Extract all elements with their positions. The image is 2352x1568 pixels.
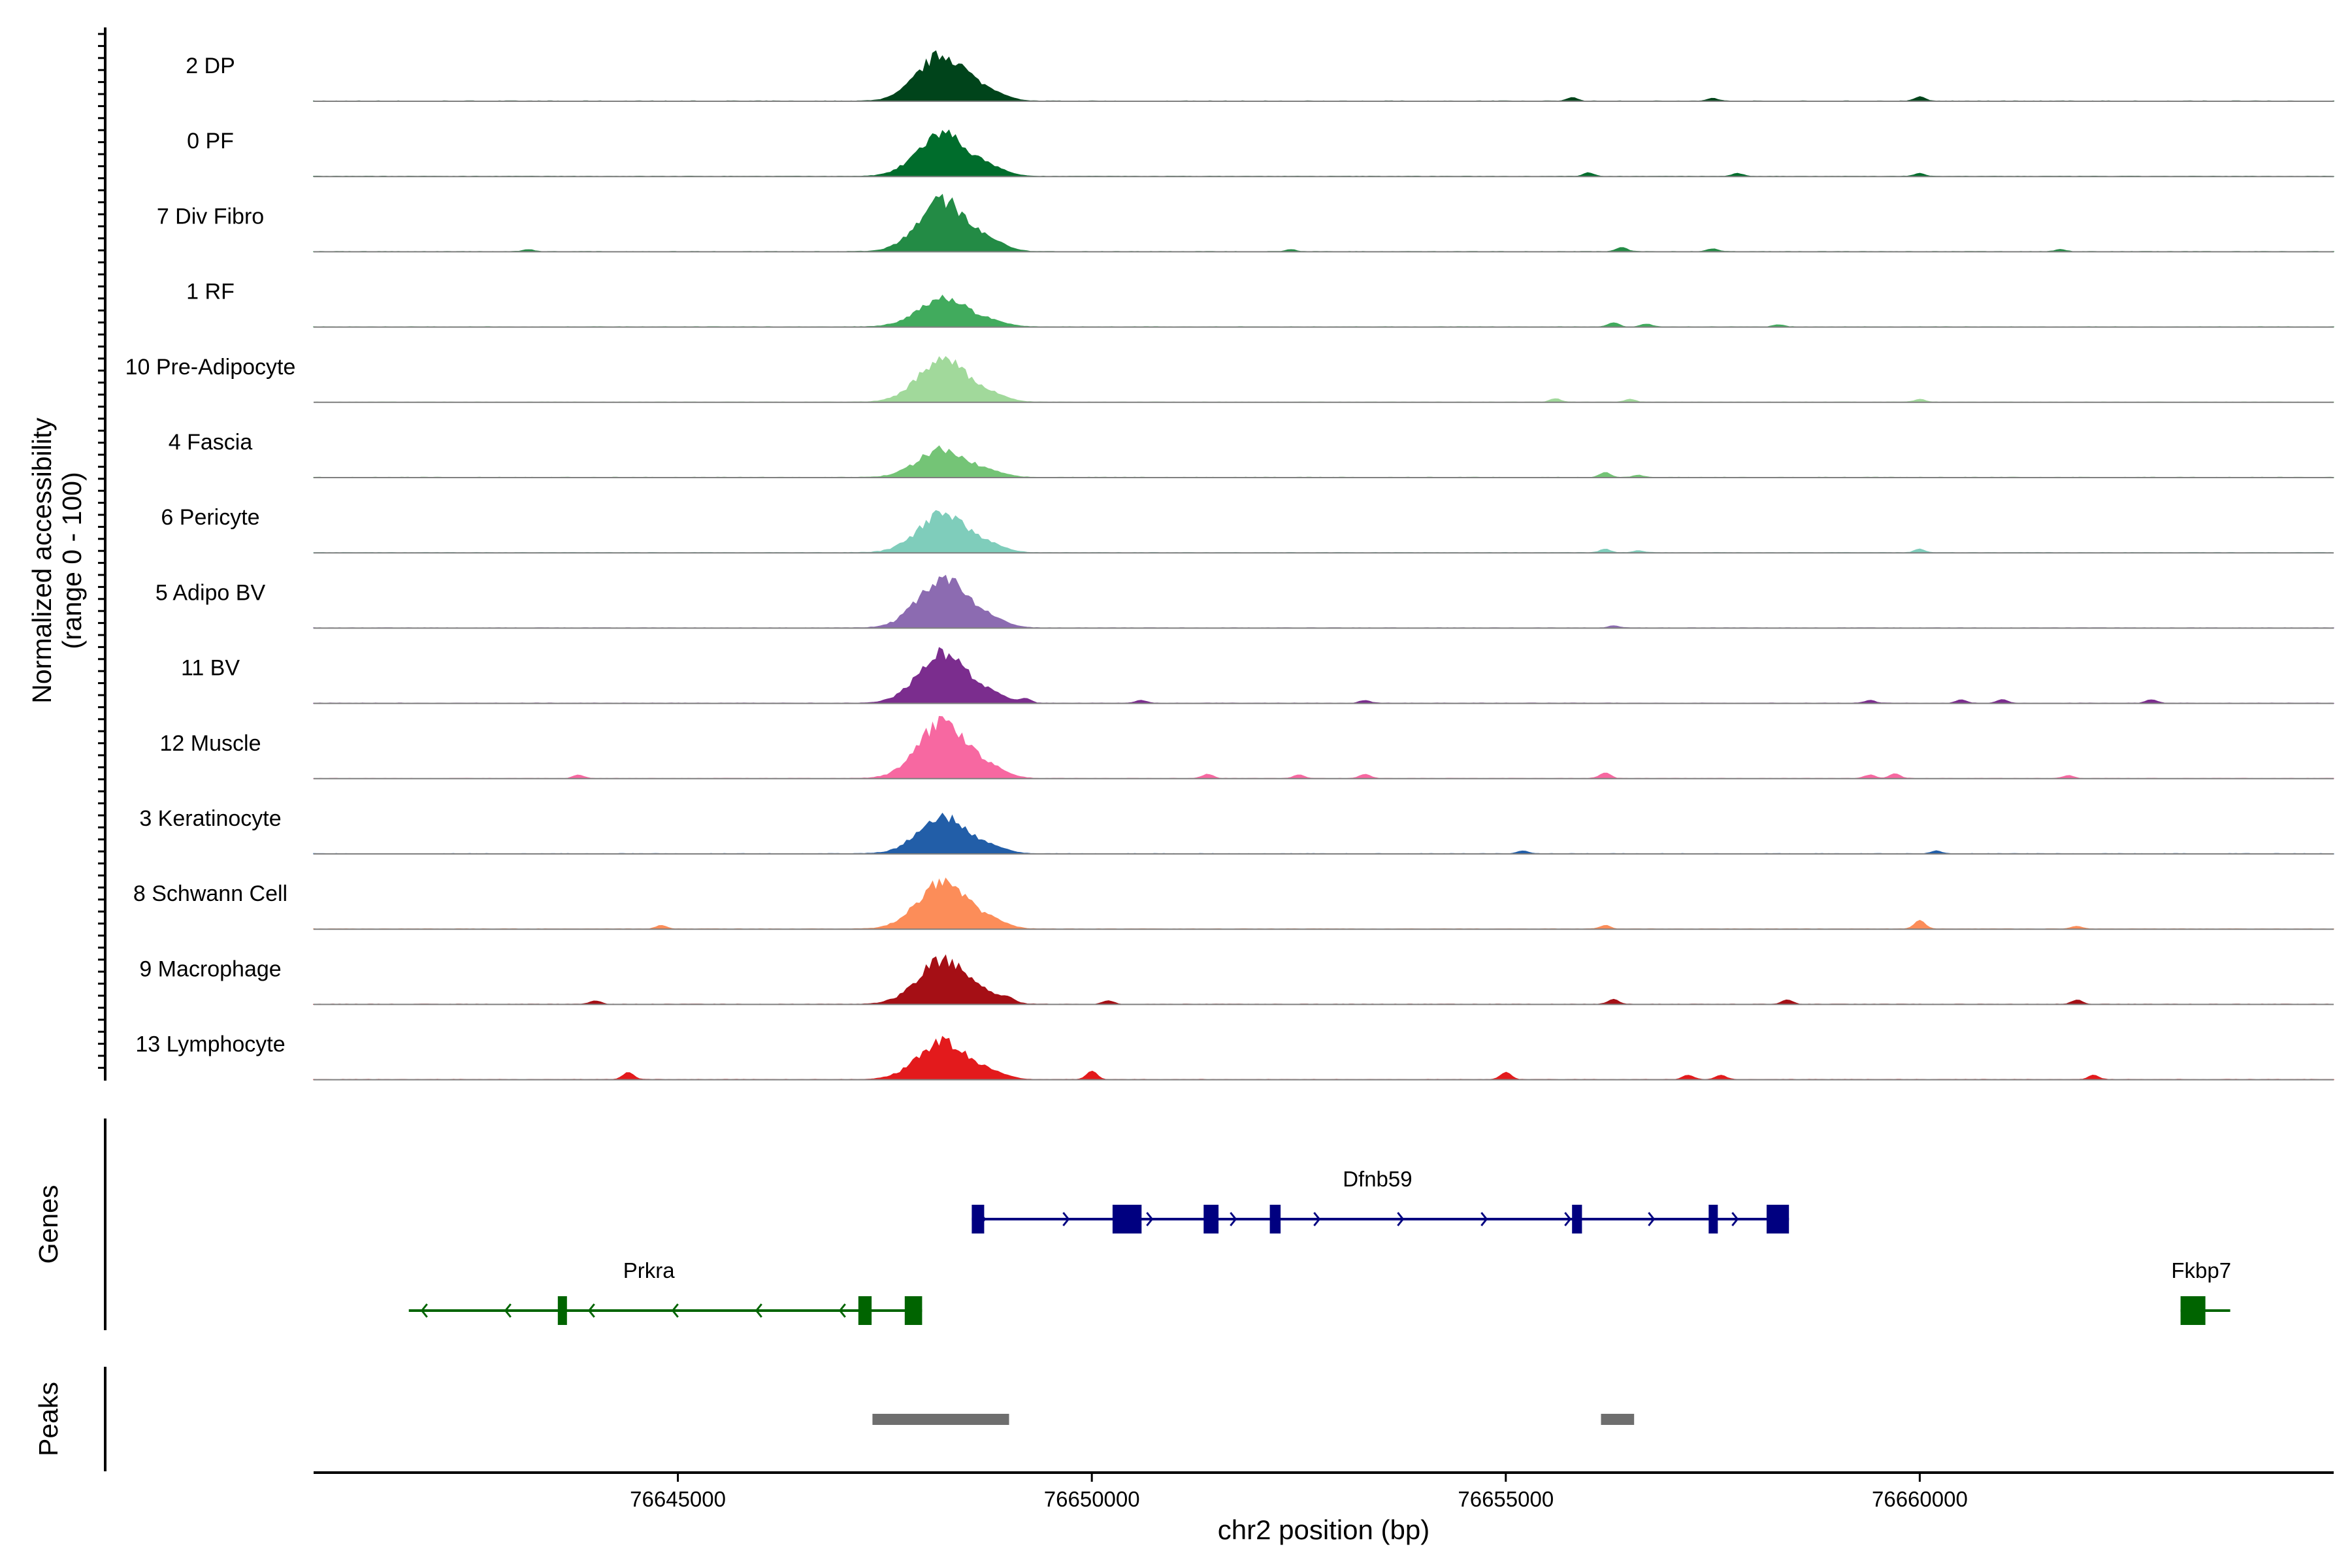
track-1-rf: 1 RF bbox=[186, 280, 2334, 328]
gene-exon bbox=[1269, 1205, 1281, 1233]
strand-arrow bbox=[1564, 1212, 1572, 1226]
track-label: 4 Fascia bbox=[169, 430, 253, 455]
gene-label: Fkbp7 bbox=[2171, 1258, 2231, 1282]
gene-annotation-panel: Dfnb59 Prkra Fkbp7 bbox=[408, 1167, 2231, 1325]
gene-label: Dfnb59 bbox=[1343, 1167, 1412, 1191]
gene-exon bbox=[557, 1296, 567, 1325]
track-label: 5 Adipo BV bbox=[155, 580, 266, 605]
track-coverage-area bbox=[313, 356, 2334, 403]
strand-arrow bbox=[1731, 1212, 1739, 1226]
strand-arrow bbox=[504, 1303, 512, 1318]
strand-arrow bbox=[587, 1303, 595, 1318]
track-label: 10 Pre-Adipocyte bbox=[125, 355, 296, 380]
x-tick-label: 76650000 bbox=[1044, 1487, 1140, 1511]
x-tick-label: 76655000 bbox=[1458, 1487, 1554, 1511]
track-coverage-area bbox=[313, 445, 2334, 478]
track-label: 8 Schwann Cell bbox=[133, 881, 287, 906]
track-coverage-area bbox=[313, 1036, 2334, 1081]
track-7-div-fibro: 7 Div Fibro bbox=[157, 193, 2334, 253]
track-coverage-area bbox=[313, 647, 2334, 704]
coverage-tracks: 2 DP 0 PF 7 Div Fibro 1 RF 10 Pre-Adipocyte 4… bbox=[125, 50, 2334, 1081]
track-0-pf: 0 PF bbox=[187, 129, 2334, 178]
gene-exon bbox=[904, 1296, 923, 1325]
gene-exon bbox=[858, 1296, 872, 1325]
track-9-macrophage: 9 Macrophage bbox=[139, 954, 2334, 1005]
gene-exon bbox=[1203, 1205, 1219, 1233]
track-2-dp: 2 DP bbox=[186, 50, 2334, 102]
x-tick-label: 76660000 bbox=[1872, 1487, 1968, 1511]
strand-arrow bbox=[1146, 1212, 1154, 1226]
gene-dfnb59: Dfnb59 bbox=[972, 1167, 1789, 1233]
peaks-panel bbox=[872, 1414, 1635, 1425]
strand-arrow bbox=[755, 1303, 762, 1318]
track-coverage-area bbox=[313, 50, 2334, 102]
track-12-muscle: 12 Muscle bbox=[160, 715, 2334, 779]
track-coverage-area bbox=[313, 715, 2334, 779]
track-label: 7 Div Fibro bbox=[157, 204, 264, 229]
track-4-fascia: 4 Fascia bbox=[169, 430, 2334, 478]
track-coverage-area bbox=[313, 954, 2334, 1005]
gene-prkra: Prkra bbox=[408, 1258, 923, 1325]
track-label: 11 BV bbox=[181, 656, 240, 681]
peak-region bbox=[1601, 1414, 1635, 1425]
track-label: 1 RF bbox=[186, 280, 235, 304]
strand-arrow bbox=[1230, 1212, 1237, 1226]
track-11-bv: 11 BV bbox=[181, 647, 2334, 704]
strand-arrow bbox=[671, 1303, 679, 1318]
track-label: 12 Muscle bbox=[160, 731, 261, 756]
track-coverage-area bbox=[313, 574, 2334, 629]
x-tick-label: 76645000 bbox=[630, 1487, 726, 1511]
track-label: 6 Pericyte bbox=[161, 505, 259, 530]
track-coverage-area bbox=[313, 812, 2334, 855]
coverage-y-ticks bbox=[98, 33, 105, 1069]
track-label: 9 Macrophage bbox=[139, 956, 281, 981]
track-10-pre-adipocyte: 10 Pre-Adipocyte bbox=[125, 355, 2334, 403]
track-6-pericyte: 6 Pericyte bbox=[161, 505, 2334, 554]
strand-arrow bbox=[838, 1303, 846, 1318]
y-axis-label: Normalized accessibility bbox=[27, 417, 57, 704]
track-coverage-area bbox=[313, 510, 2334, 553]
strand-arrow bbox=[1397, 1212, 1405, 1226]
x-axis-label: chr2 position (bp) bbox=[1218, 1514, 1430, 1545]
track-label: 3 Keratinocyte bbox=[139, 806, 281, 831]
x-axis-ticks: 76645000 76650000 76655000 76660000 bbox=[630, 1473, 1968, 1511]
gene-exon bbox=[972, 1205, 985, 1233]
gene-exon bbox=[2180, 1296, 2206, 1325]
gene-exon bbox=[1708, 1205, 1718, 1233]
track-8-schwann-cell: 8 Schwann Cell bbox=[133, 877, 2334, 930]
track-label: 13 Lymphocyte bbox=[135, 1032, 285, 1057]
gene-fkbp7: Fkbp7 bbox=[2171, 1258, 2231, 1325]
strand-arrow bbox=[1480, 1212, 1488, 1226]
strand-arrow bbox=[1062, 1212, 1070, 1226]
track-coverage-area bbox=[313, 193, 2334, 253]
track-coverage-area bbox=[313, 294, 2334, 328]
track-coverage-area bbox=[313, 877, 2334, 930]
y-axis-label-range: (range 0 - 100) bbox=[57, 472, 87, 649]
strand-arrow bbox=[420, 1303, 428, 1318]
track-5-adipo-bv: 5 Adipo BV bbox=[155, 574, 2334, 629]
track-13-lymphocyte: 13 Lymphocyte bbox=[135, 1032, 2334, 1081]
peaks-panel-label: Peaks bbox=[33, 1382, 63, 1456]
gene-label: Prkra bbox=[623, 1258, 675, 1282]
track-label: 2 DP bbox=[186, 54, 235, 78]
gene-exon bbox=[1767, 1205, 1789, 1233]
strand-arrow bbox=[1648, 1212, 1656, 1226]
track-3-keratinocyte: 3 Keratinocyte bbox=[139, 806, 2334, 855]
gene-exon bbox=[1112, 1205, 1142, 1233]
track-coverage-area bbox=[313, 129, 2334, 177]
genes-panel-label: Genes bbox=[33, 1185, 63, 1264]
strand-arrow bbox=[1313, 1212, 1321, 1226]
gene-exon bbox=[1572, 1205, 1582, 1233]
track-label: 0 PF bbox=[187, 129, 234, 154]
peak-region bbox=[872, 1414, 1009, 1425]
